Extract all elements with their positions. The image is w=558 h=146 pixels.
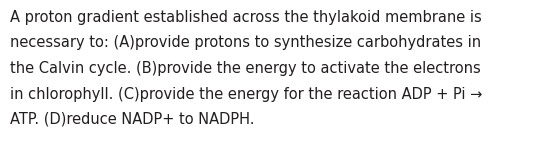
Text: the Calvin cycle. (B)provide the energy to activate the electrons: the Calvin cycle. (B)provide the energy …: [10, 61, 481, 76]
Text: ATP. (D)reduce NADP+ to NADPH.: ATP. (D)reduce NADP+ to NADPH.: [10, 112, 254, 127]
Text: in chlorophyll. (C)provide the energy for the reaction ADP + Pi →: in chlorophyll. (C)provide the energy fo…: [10, 86, 482, 101]
Text: A proton gradient established across the thylakoid membrane is: A proton gradient established across the…: [10, 10, 482, 25]
Text: necessary to: (A)provide protons to synthesize carbohydrates in: necessary to: (A)provide protons to synt…: [10, 35, 481, 51]
